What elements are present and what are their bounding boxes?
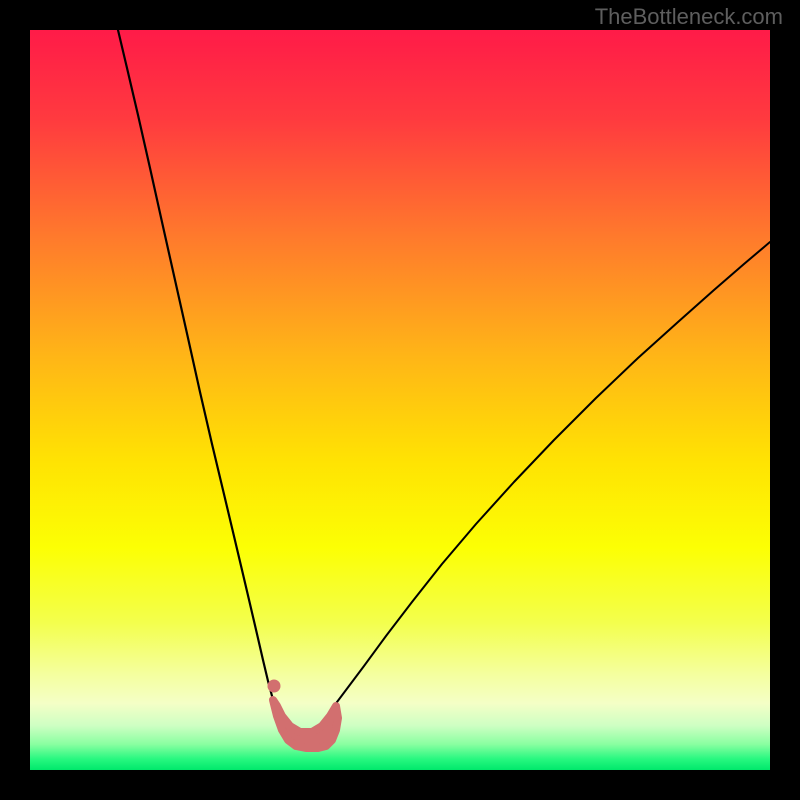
chart-frame: TheBottleneck.com <box>0 0 800 800</box>
chart-background <box>30 30 770 770</box>
plot-svg <box>30 30 770 770</box>
watermark-text: TheBottleneck.com <box>595 4 783 30</box>
plot-area <box>30 30 770 770</box>
marker-dot <box>268 680 281 693</box>
